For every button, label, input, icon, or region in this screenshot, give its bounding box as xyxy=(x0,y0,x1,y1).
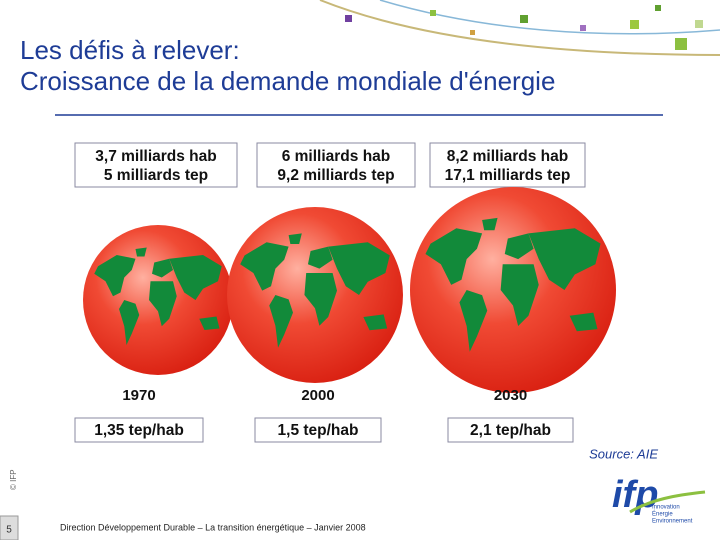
info-box xyxy=(256,142,416,188)
year: 2030 xyxy=(494,387,527,404)
logo-line: Innovation xyxy=(652,505,680,511)
copyright: © IFP xyxy=(9,469,18,490)
source: Source: AIE xyxy=(589,446,658,461)
title-line: Les défis à relever: xyxy=(20,35,240,65)
title-line: Croissance de la demande mondiale d'éner… xyxy=(20,66,555,96)
decoration xyxy=(319,0,720,56)
population: 3,7 milliards hab xyxy=(95,148,216,165)
panels: 3,7 milliards hab 5 milliards tep 1970 1,35… xyxy=(74,142,616,443)
per-capita-box xyxy=(447,417,574,443)
per-capita: 1,5 tep/hab xyxy=(278,422,359,439)
per-capita-box xyxy=(74,417,204,443)
info-box xyxy=(429,142,586,188)
per-capita-box xyxy=(254,417,382,443)
energy: 5 milliards tep xyxy=(104,167,208,184)
logo-line: Environnement xyxy=(652,519,693,525)
per-capita: 1,35 tep/hab xyxy=(94,422,184,439)
page-box xyxy=(0,515,19,540)
footer-text: Direction Développement Durable – La tra… xyxy=(60,522,366,532)
info-box xyxy=(74,142,238,188)
logo-line: Énergie xyxy=(652,511,673,518)
population: 8,2 milliards hab xyxy=(447,148,568,165)
population: 6 milliards hab xyxy=(282,148,391,165)
page-number: 5 xyxy=(6,525,12,536)
energy: 9,2 milliards tep xyxy=(277,167,394,184)
per-capita: 2,1 tep/hab xyxy=(470,422,551,439)
year: 2000 xyxy=(301,387,334,404)
logo: ifp Innovation Énergie Environnement xyxy=(612,474,706,525)
year: 1970 xyxy=(122,387,155,404)
energy: 17,1 milliards tep xyxy=(445,167,571,184)
